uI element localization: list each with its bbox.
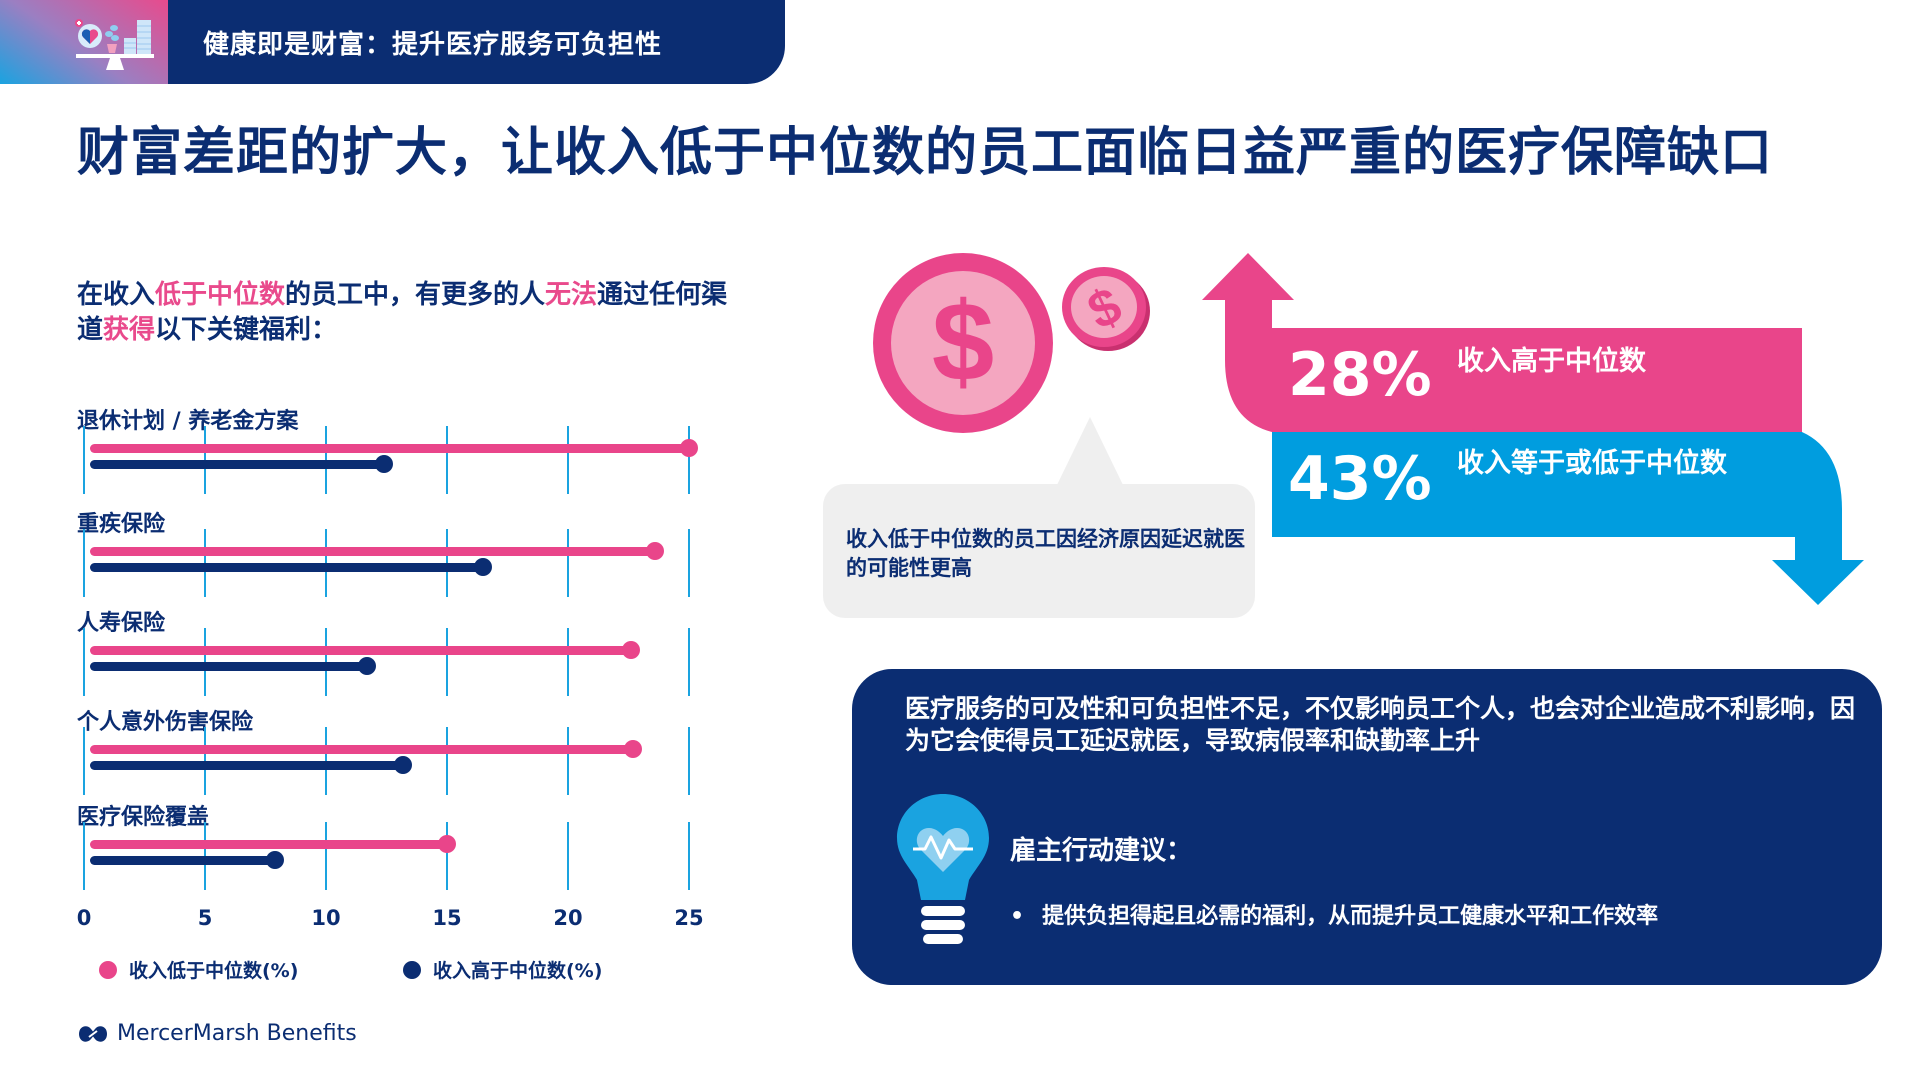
speech-bubble [823,484,1255,618]
bar-end-dot [680,439,698,457]
header-bar [168,0,785,84]
header-title: 健康即是财富：提升医疗服务可负担性 [203,30,663,60]
bar-end-dot [621,641,640,659]
bullet-text: 提供负担得起且必需的福利，从而提升员工健康水平和工作效率 [1042,904,1659,929]
bar-end-dot [624,740,643,758]
bar-end-dot [266,851,285,869]
bar-end-dot [358,657,377,675]
gridline [446,727,448,795]
bar-pink [90,840,447,849]
logo-text: MercerMarsh Benefits [117,1021,357,1046]
chart-intro: 在收入低于中位数的员工中，有更多的人无法通过任何渠道获得以下关键福利： [77,278,737,348]
x-tick-label: 25 [674,906,704,930]
stat-value-above-median: 28% [1288,340,1432,410]
gridline [688,628,690,696]
intro-highlight: 无法 [545,280,598,310]
bar-end-dot [474,558,493,576]
stat-label-above-median: 收入高于中位数 [1457,346,1646,377]
intro-highlight: 低于中位数 [155,280,286,310]
category-label: 个人意外伤害保险 [77,710,254,735]
dollar-coin-small-icon: $ [1062,267,1150,351]
gridline [567,529,569,597]
svg-text:$: $ [932,279,994,404]
gridline [688,529,690,597]
category-label: 重疾保险 [77,512,166,537]
legend-item-below-median: 收入低于中位数(%) [99,956,298,983]
category-label: 医疗保险覆盖 [77,805,210,830]
gridline [567,822,569,890]
gridline [83,628,85,696]
lightbulb-heart-icon [897,794,989,944]
scale-heart-coins-icon [75,19,154,70]
bar-navy [90,563,484,572]
x-tick-label: 10 [311,906,341,930]
intro-segment: 的员工中，有更多的人 [285,280,546,310]
gridline [567,628,569,696]
company-logo: MercerMarsh Benefits [77,1021,357,1046]
bar-pink [90,646,631,655]
page-title: 财富差距的扩大，让收入低于中位数的员工面临日益严重的医疗保障缺口 [77,123,1774,183]
gridline [83,426,85,494]
intro-segment: 以下关键福利： [155,315,338,345]
stat-arrows-graphic [1202,253,1864,605]
bar-end-dot [394,756,413,774]
x-tick-label: 20 [553,906,583,930]
legend-dot-navy [403,960,421,979]
gridline [567,426,569,494]
gridline [446,822,448,890]
bar-navy [90,856,276,865]
intro-segment: 在收入 [77,280,156,310]
gridline [83,727,85,795]
gridline [688,727,690,795]
gridline [446,628,448,696]
x-tick-label: 15 [432,906,462,930]
bar-pink [90,444,689,453]
intro-highlight: 获得 [103,315,156,345]
category-label: 退休计划 / 养老金方案 [77,409,299,434]
gridline [325,822,327,890]
bar-end-dot [646,542,665,560]
mmb-logo-icon [79,1025,107,1042]
action-title: 雇主行动建议： [1010,836,1193,866]
action-paragraph: 医疗服务的可及性和可负担性不足，不仅影响员工个人，也会对企业造成不利影响，因为它… [905,694,1856,755]
action-bullet-item: • 提供负担得起且必需的福利，从而提升员工健康水平和工作效率 [1010,898,1658,930]
gridline [83,529,85,597]
speech-bubble-tail [1056,417,1124,487]
legend-item-above-median: 收入高于中位数(%) [403,956,602,983]
stat-value-below-median: 43% [1288,444,1432,514]
legend-dot-pink [99,960,117,979]
legend-label: 收入低于中位数(%) [129,960,299,982]
bar-navy [90,662,368,671]
bar-end-dot [375,455,394,473]
category-label: 人寿保险 [77,611,166,636]
bar-end-dot [438,835,456,853]
bullet-char: • [1010,904,1025,929]
gridline [688,426,690,494]
gridline [83,822,85,890]
intro-segment: 通过任何渠道 [77,280,728,345]
up-arrow-icon [1202,253,1802,432]
stat-label-below-median: 收入等于或低于中位数 [1457,448,1727,479]
down-arrow-icon [1272,432,1864,605]
bar-pink [90,745,634,754]
gridline [567,727,569,795]
x-tick-label: 0 [76,906,92,930]
x-tick-label: 5 [197,906,213,930]
gridline [446,426,448,494]
employer-action-box [852,669,1882,985]
legend-label: 收入高于中位数(%) [433,960,603,982]
gridline [688,822,690,890]
bar-navy [90,761,404,770]
bar-pink [90,547,656,556]
dollar-coin-large-icon: $ [873,253,1053,433]
speech-bubble-text: 收入低于中位数的员工因经济原因延迟就医的可能性更高 [846,527,1245,580]
bar-navy [90,460,385,469]
